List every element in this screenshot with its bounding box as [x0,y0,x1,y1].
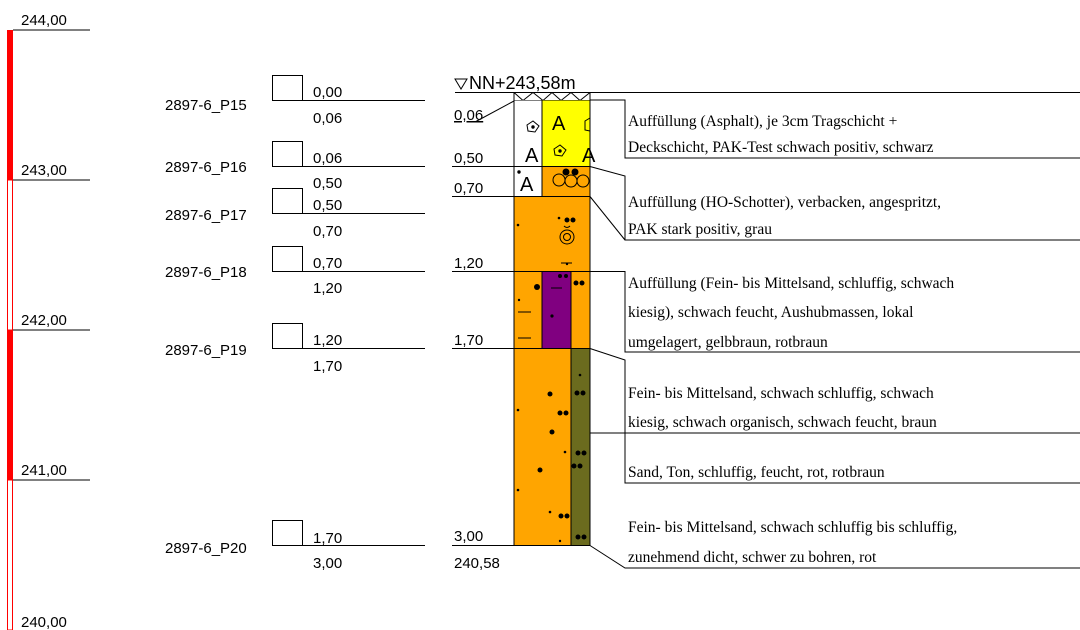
scale-bar-segment [7,330,13,480]
layer-description: Auffüllung (Asphalt), je 3cm Tragschicht… [628,113,897,130]
sample-top-depth: 1,70 [313,530,342,547]
layer-description: umgelagert, gelbbraun, rotbraun [628,334,828,351]
sample-entry: 2897-6_P17 0,50 0,70 [165,188,425,240]
description-leaders [589,99,1080,569]
layer-4-fill-c [571,271,590,349]
sample-bottom-depth: 3,00 [313,555,342,572]
scale-label: 240,00 [21,614,67,630]
sand-gravel-symbol-icon [516,373,587,543]
borehole-column: A A A A [513,91,596,546]
leader-line [590,271,1080,353]
layer-5-fill-b [571,348,590,546]
leader-line [589,348,1080,434]
scale-bar-segment [7,179,13,331]
sample-entry: 2897-6_P15 0,00 0,06 [165,75,425,127]
layer-1-fill-a [514,100,542,167]
layer-description: zunehmend dicht, schwer zu bohren, rot [628,549,877,566]
layer-description: Fein- bis Mittelsand, schwach schluffig … [628,519,957,536]
layer-description: PAK stark positiv, grau [628,221,772,238]
elevation-scale: 244,00 243,00 242,00 241,00 240,00 [7,12,90,630]
leader-line [589,166,1080,241]
sample-bottom-depth: 1,20 [313,280,342,297]
sample-bottom-depth: 0,50 [313,175,342,192]
layer-3-fill-a [514,196,590,272]
sample-box [272,246,303,272]
sample-top-depth: 0,70 [313,255,342,272]
ground-level-label: NN+243,58m [469,73,576,93]
svg-text:A: A [552,113,566,135]
layer-description: Sand, Ton, schluffig, feucht, rot, rotbr… [628,464,885,481]
layer-4-fill-b [542,271,571,349]
layer-descriptions: Auffüllung (Asphalt), je 3cm Tragschicht… [628,113,957,566]
sample-top-depth: 1,20 [313,332,342,349]
sand-symbol-icon [516,216,576,266]
scale-label: 244,00 [21,12,67,29]
svg-text:A: A [525,145,539,167]
sample-box [272,520,303,546]
sample-top-depth: 0,00 [313,84,342,101]
scale-label: 243,00 [21,162,67,179]
silt-symbol-icon [518,287,562,339]
sample-bottom-depth: 0,70 [313,223,342,240]
depth-leader [474,100,515,123]
cobble-symbol-icon [517,168,590,188]
depth-label: 3,00 [454,528,483,545]
samples-column: 2897-6_P15 0,00 0,06 2897-6_P16 0,06 0,5… [165,75,425,572]
depth-label: 1,70 [454,332,483,349]
sample-id: 2897-6_P15 [165,97,247,114]
layer-description: Auffüllung (Fein- bis Mittelsand, schluf… [628,275,954,292]
layer-description: Fein- bis Mittelsand, schwach schluffig,… [628,385,934,402]
leader-line [590,432,1080,484]
sample-top-depth: 0,06 [313,150,342,167]
scale-bar-segment [7,479,13,630]
asphalt-symbol-icon: A [520,174,534,196]
sample-id: 2897-6_P19 [165,342,247,359]
leader-line [589,196,626,241]
ground-level-marker: NN+243,58m [454,73,1080,93]
layer-1-fill-b [542,100,590,167]
scale-bar-segment [7,30,13,180]
sample-bottom-depth: 0,06 [313,110,342,127]
sample-entry: 2897-6_P20 1,70 3,00 [165,520,425,572]
depth-label: 0,06 [454,107,483,124]
sample-entry: 2897-6_P16 0,06 0,50 [165,141,425,192]
layer-description: kiesig, schwach organisch, schwach feuch… [628,414,937,431]
scale-label: 242,00 [21,312,67,329]
sample-top-depth: 0,50 [313,197,342,214]
sample-box [272,75,303,101]
ground-level-triangle-icon [454,78,468,90]
layer-5-fill-a [514,348,571,546]
layer-description: kiesig), schwach feucht, Aushubmassen, l… [628,304,913,321]
layer-description: Auffüllung (HO-Schotter), verbacken, ang… [628,194,941,211]
column-outline [513,92,591,546]
sample-id: 2897-6_P20 [165,540,247,557]
sample-box [272,141,303,167]
scale-label: 241,00 [21,462,67,479]
depth-labels: 0,06 0,50 0,70 1,20 1,70 3,00 240,58 [452,100,515,572]
depth-label: 1,20 [454,255,483,272]
gravel-dots-icon [517,274,585,318]
depth-label: 0,70 [454,180,483,197]
svg-text:A: A [582,145,596,167]
sample-id: 2897-6_P18 [165,264,247,281]
end-elevation-label: 240,58 [454,555,500,572]
organic-symbol-icon [559,225,575,264]
sample-bottom-depth: 1,70 [313,358,342,375]
depth-label: 0,50 [454,150,483,167]
leader-line [589,545,1080,569]
sample-box [272,188,303,214]
sample-entry: 2897-6_P18 0,70 1,20 [165,246,425,297]
sample-entry: 2897-6_P19 1,20 1,70 [165,323,425,375]
sample-box [272,323,303,349]
sample-id: 2897-6_P17 [165,207,247,224]
leader-line [590,99,1080,159]
layer-description: Deckschicht, PAK-Test schwach positiv, s… [628,139,934,156]
asphalt-symbol-icon: A A A [525,113,596,167]
layer-4-fill-a [514,271,542,349]
sample-id: 2897-6_P16 [165,159,247,176]
